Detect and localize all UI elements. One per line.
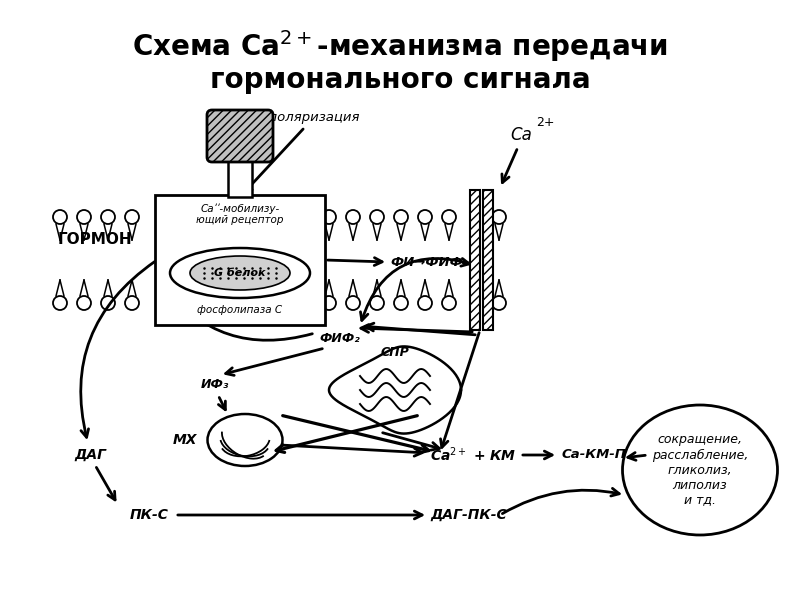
Text: ДАГ-ПК-С: ДАГ-ПК-С bbox=[430, 508, 506, 522]
Text: ФИ→ФИФ: ФИ→ФИФ bbox=[390, 256, 462, 269]
Text: G белок: G белок bbox=[214, 268, 266, 278]
Text: ФИФ₂: ФИФ₂ bbox=[320, 331, 360, 344]
Text: Ca: Ca bbox=[510, 126, 532, 144]
Text: СПР: СПР bbox=[381, 346, 410, 359]
Ellipse shape bbox=[190, 256, 290, 290]
Text: Схема Ca$^{2+}$-механизма передачи: Схема Ca$^{2+}$-механизма передачи bbox=[132, 28, 668, 64]
Ellipse shape bbox=[207, 414, 282, 466]
Text: ГОРМОН: ГОРМОН bbox=[58, 232, 132, 247]
Text: Деполяризация: Деполяризация bbox=[250, 112, 360, 124]
Ellipse shape bbox=[170, 248, 310, 298]
Text: Ca$^{2+}$ + КМ: Ca$^{2+}$ + КМ bbox=[430, 446, 516, 464]
Bar bbox=[470, 190, 480, 330]
FancyArrowPatch shape bbox=[361, 259, 472, 320]
Text: ПК-С: ПК-С bbox=[130, 508, 169, 522]
Text: фосфолипаза С: фосфолипаза С bbox=[198, 305, 282, 315]
Text: 2+: 2+ bbox=[536, 115, 554, 128]
Bar bbox=[228, 155, 252, 197]
Text: сокращение,
расслабление,
гликолиз,
липолиз
и тд.: сокращение, расслабление, гликолиз, липо… bbox=[652, 433, 748, 506]
Ellipse shape bbox=[622, 405, 778, 535]
Text: ДАГ: ДАГ bbox=[74, 448, 106, 462]
Text: Саʹʹ-мобилизу-
ющий рецептор: Саʹʹ-мобилизу- ющий рецептор bbox=[196, 203, 284, 225]
FancyBboxPatch shape bbox=[207, 110, 273, 162]
FancyArrowPatch shape bbox=[502, 488, 619, 514]
FancyArrowPatch shape bbox=[361, 325, 472, 332]
Text: Са-КМ-ПК-С: Са-КМ-ПК-С bbox=[562, 449, 653, 461]
Text: МХ: МХ bbox=[173, 433, 198, 447]
Bar bbox=[483, 190, 493, 330]
FancyArrowPatch shape bbox=[81, 262, 154, 437]
Text: гормонального сигнала: гормонального сигнала bbox=[210, 66, 590, 94]
FancyArrowPatch shape bbox=[163, 285, 312, 340]
Text: ИФ₃: ИФ₃ bbox=[201, 379, 229, 391]
Bar bbox=[155, 195, 325, 325]
